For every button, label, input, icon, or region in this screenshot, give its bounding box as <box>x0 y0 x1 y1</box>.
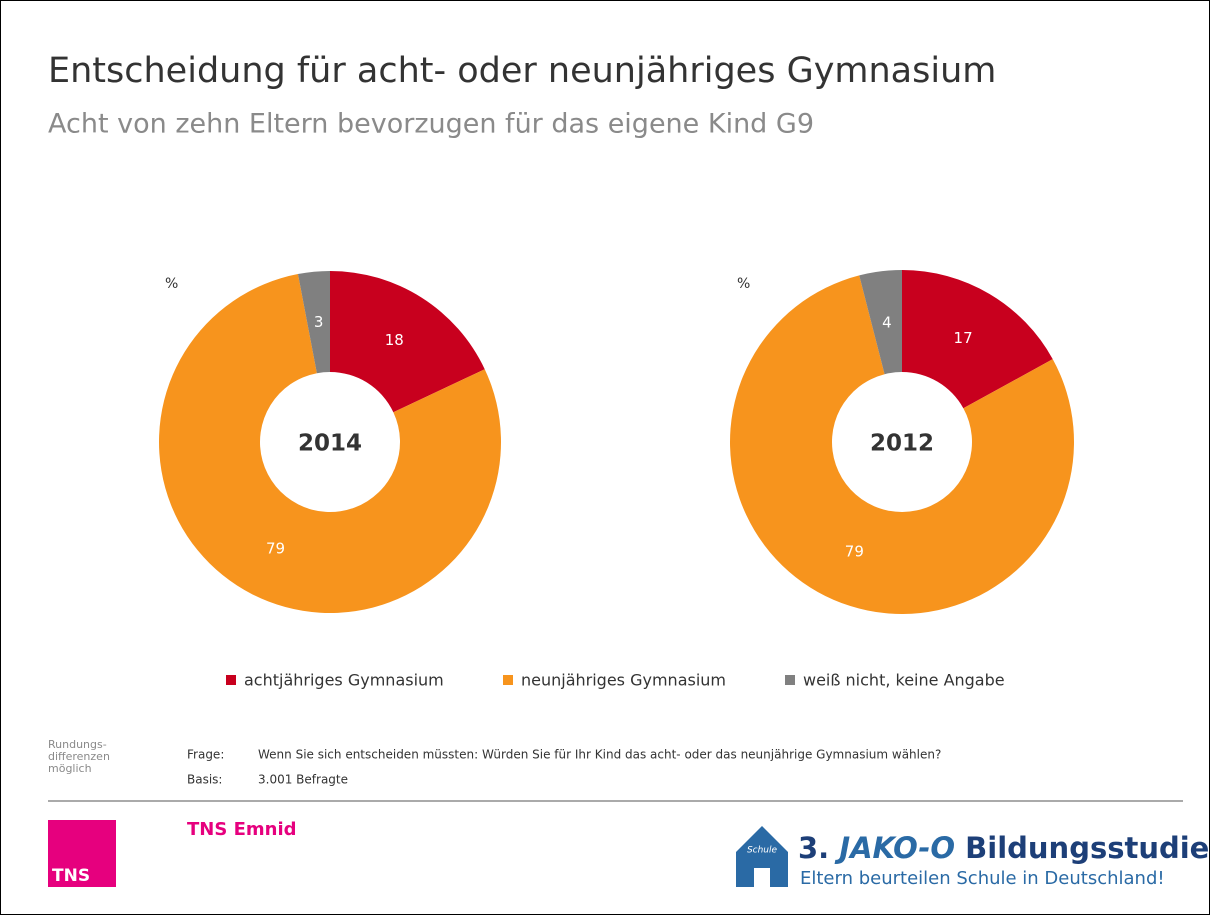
base: 3.001 Befragte <box>258 773 348 787</box>
logo-number: 3. <box>798 831 829 865</box>
legend-label: weiß nicht, keine Angabe <box>803 671 1005 690</box>
data-label: 17 <box>954 329 973 347</box>
slice <box>729 275 1074 614</box>
data-label: 3 <box>314 313 324 331</box>
unit-label: % <box>165 276 178 292</box>
institute: TNS Emnid <box>187 819 297 840</box>
tns-logo-text: TNS <box>52 866 90 886</box>
house-icon <box>736 826 788 887</box>
slice <box>297 271 330 374</box>
note: möglich <box>48 762 92 775</box>
base-label: Basis: <box>187 773 222 787</box>
subtitle: Acht von zehn Eltern bevorzugen für das … <box>48 109 814 140</box>
slice <box>158 274 501 613</box>
center-label: 2014 <box>298 431 362 457</box>
legend-label: achtjähriges Gymnasium <box>244 671 444 690</box>
logo-title: 3. JAKO-O Bildungsstudie <box>798 831 1209 865</box>
question-label: Frage: <box>187 748 224 762</box>
slice <box>330 271 485 413</box>
data-label: 79 <box>266 539 285 557</box>
note: differenzen <box>48 750 110 763</box>
data-label: 79 <box>845 543 864 561</box>
note: Rundungs- <box>48 738 107 751</box>
unit-label: % <box>737 276 750 292</box>
house-text: Schule <box>747 846 778 856</box>
question: Wenn Sie sich entscheiden müssten: Würde… <box>258 748 941 762</box>
logo-brand: JAKO-O <box>834 831 955 865</box>
title: Entscheidung für acht- oder neunjähriges… <box>48 51 996 91</box>
legend-swatch <box>503 675 513 685</box>
slice <box>859 270 902 375</box>
logo-tagline: Eltern beurteilen Schule in Deutschland! <box>800 868 1165 889</box>
legend-label: neunjähriges Gymnasium <box>521 671 726 690</box>
tns-logo <box>48 820 116 887</box>
data-label: 4 <box>882 313 892 331</box>
legend-swatch <box>226 675 236 685</box>
slice <box>902 270 1053 409</box>
data-label: 18 <box>385 331 404 349</box>
center-label: 2012 <box>870 431 934 457</box>
logo-name: Bildungsstudie <box>965 831 1209 865</box>
legend-swatch <box>785 675 795 685</box>
